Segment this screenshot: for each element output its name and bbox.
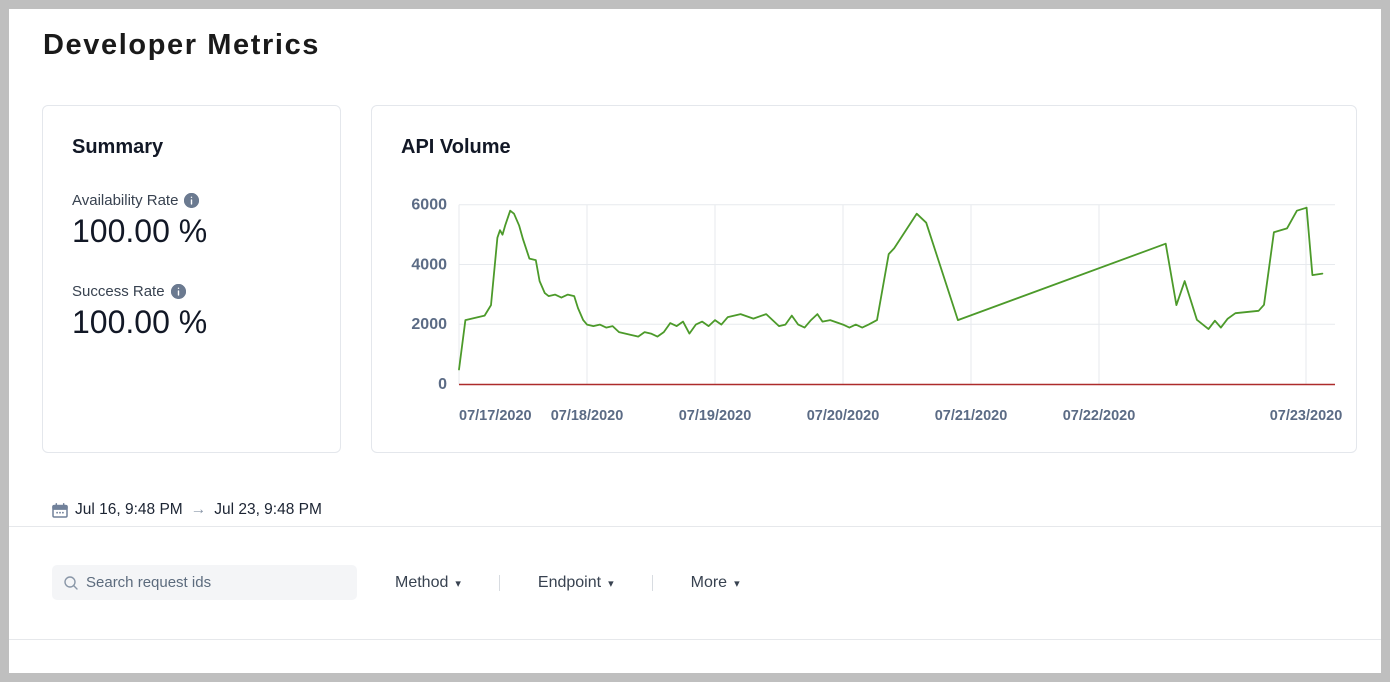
svg-text:07/17/2020: 07/17/2020 <box>459 408 532 424</box>
svg-text:4000: 4000 <box>411 257 447 274</box>
svg-text:2000: 2000 <box>411 316 447 333</box>
svg-text:07/22/2020: 07/22/2020 <box>1063 408 1136 424</box>
svg-text:07/23/2020: 07/23/2020 <box>1270 408 1343 424</box>
svg-text:07/18/2020: 07/18/2020 <box>551 408 624 424</box>
svg-text:07/21/2020: 07/21/2020 <box>935 408 1008 424</box>
svg-text:0: 0 <box>438 376 447 393</box>
svg-text:6000: 6000 <box>411 197 447 214</box>
svg-text:07/19/2020: 07/19/2020 <box>679 408 752 424</box>
svg-text:07/20/2020: 07/20/2020 <box>807 408 880 424</box>
